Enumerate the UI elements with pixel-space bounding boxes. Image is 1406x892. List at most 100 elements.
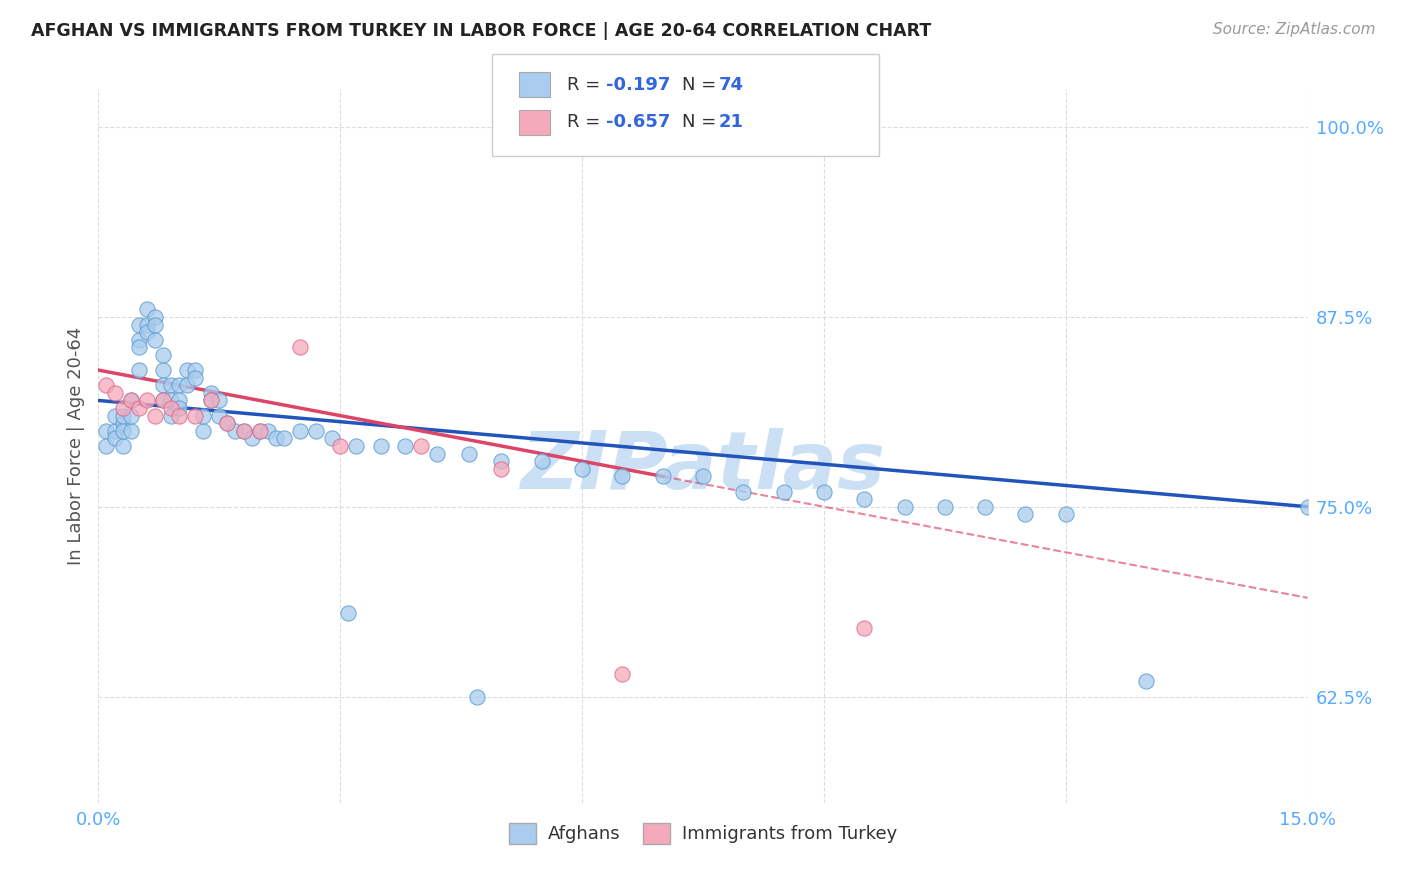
Point — [1054, 508, 1077, 522]
Point — [128, 318, 150, 332]
Point — [111, 424, 134, 438]
Point — [167, 393, 190, 408]
Point — [200, 385, 222, 400]
Point — [232, 424, 254, 438]
Point — [176, 378, 198, 392]
Point — [160, 401, 183, 415]
Point — [249, 424, 271, 438]
Point — [111, 439, 134, 453]
Point — [200, 393, 222, 408]
Point — [240, 431, 263, 445]
Legend: Afghans, Immigrants from Turkey: Afghans, Immigrants from Turkey — [502, 815, 904, 851]
Point — [135, 325, 157, 339]
Point — [135, 302, 157, 317]
Point — [184, 370, 207, 384]
Text: -0.197: -0.197 — [606, 76, 671, 94]
Point — [893, 500, 915, 514]
Point — [160, 393, 183, 408]
Point — [426, 447, 449, 461]
Point — [128, 401, 150, 415]
Text: AFGHAN VS IMMIGRANTS FROM TURKEY IN LABOR FORCE | AGE 20-64 CORRELATION CHART: AFGHAN VS IMMIGRANTS FROM TURKEY IN LABO… — [31, 22, 931, 40]
Point — [152, 393, 174, 408]
Point — [288, 424, 311, 438]
Point — [193, 424, 215, 438]
Point — [217, 416, 239, 430]
Point — [128, 333, 150, 347]
Point — [934, 500, 956, 514]
Point — [120, 393, 142, 408]
Point — [337, 606, 360, 620]
Text: R =: R = — [567, 113, 606, 131]
Point — [120, 409, 142, 423]
Point — [571, 462, 593, 476]
Point — [974, 500, 997, 514]
Point — [264, 431, 287, 445]
Point — [733, 484, 755, 499]
Point — [176, 363, 198, 377]
Point — [184, 363, 207, 377]
Point — [530, 454, 553, 468]
Point — [273, 431, 295, 445]
Text: -0.657: -0.657 — [606, 113, 671, 131]
Point — [135, 393, 157, 408]
Point — [111, 409, 134, 423]
Text: N =: N = — [682, 113, 721, 131]
Point — [96, 439, 118, 453]
Text: 74: 74 — [718, 76, 744, 94]
Point — [200, 393, 222, 408]
Point — [143, 409, 166, 423]
Point — [111, 416, 134, 430]
Point — [370, 439, 392, 453]
Point — [111, 401, 134, 415]
Point — [143, 318, 166, 332]
Point — [167, 378, 190, 392]
Point — [458, 447, 481, 461]
Point — [128, 363, 150, 377]
Point — [692, 469, 714, 483]
Point — [813, 484, 835, 499]
Point — [152, 348, 174, 362]
Point — [1296, 500, 1319, 514]
Point — [249, 424, 271, 438]
Point — [329, 439, 352, 453]
Point — [394, 439, 416, 453]
Point — [612, 469, 634, 483]
Point — [193, 409, 215, 423]
Point — [208, 393, 231, 408]
Point — [160, 378, 183, 392]
Point — [160, 409, 183, 423]
Point — [143, 310, 166, 324]
Point — [344, 439, 367, 453]
Point — [103, 385, 125, 400]
Point — [651, 469, 673, 483]
Point — [288, 340, 311, 354]
Point — [103, 431, 125, 445]
Point — [409, 439, 432, 453]
Point — [103, 409, 125, 423]
Text: R =: R = — [567, 76, 606, 94]
Point — [152, 363, 174, 377]
Point — [152, 393, 174, 408]
Point — [853, 621, 876, 635]
Point — [120, 393, 142, 408]
Point — [772, 484, 794, 499]
Point — [491, 454, 513, 468]
Point — [103, 424, 125, 438]
Text: Source: ZipAtlas.com: Source: ZipAtlas.com — [1212, 22, 1375, 37]
Point — [321, 431, 343, 445]
Text: ZIPatlas: ZIPatlas — [520, 428, 886, 507]
Point — [120, 424, 142, 438]
Text: N =: N = — [682, 76, 721, 94]
Point — [96, 378, 118, 392]
Point — [232, 424, 254, 438]
Point — [491, 462, 513, 476]
Point — [143, 333, 166, 347]
Point — [96, 424, 118, 438]
Point — [152, 378, 174, 392]
Point — [853, 492, 876, 507]
Point — [305, 424, 328, 438]
Point — [217, 416, 239, 430]
Point — [1014, 508, 1036, 522]
Point — [167, 401, 190, 415]
Point — [612, 666, 634, 681]
